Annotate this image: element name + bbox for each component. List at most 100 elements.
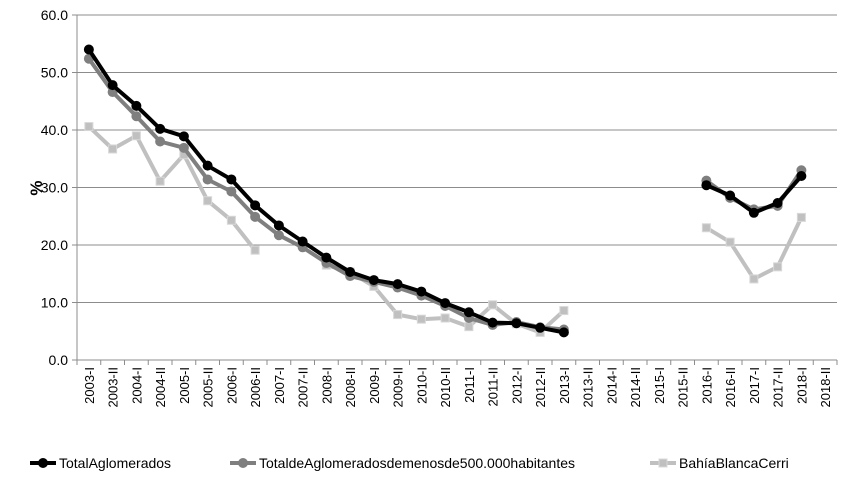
x-tick-label: 2012-II [533, 367, 548, 407]
data-point [251, 201, 260, 210]
data-point [274, 221, 283, 230]
y-tick-label: 50.0 [41, 65, 68, 81]
data-point [227, 187, 236, 196]
x-tick-label: 2010-I [414, 367, 429, 404]
data-point [204, 197, 212, 205]
data-point [108, 81, 117, 90]
y-axis-label: % [27, 180, 46, 195]
x-tick-label: 2003-I [82, 367, 97, 404]
data-point [156, 124, 165, 133]
data-point [346, 268, 355, 277]
x-tick-label: 2013-II [581, 367, 596, 407]
x-tick-label: 2005-II [201, 367, 216, 407]
data-point [536, 323, 545, 332]
legend-label: Total de Aglomerados de menos de 500.000… [259, 455, 575, 471]
data-point [417, 287, 426, 296]
x-tick-label: 2017-II [771, 367, 786, 407]
data-point [132, 101, 141, 110]
x-tick-label: 2004-II [153, 367, 168, 407]
data-point [227, 175, 236, 184]
data-point [132, 112, 141, 121]
data-point [797, 172, 806, 181]
x-tick-label: 2010-II [438, 367, 453, 407]
x-tick-label: 2017-I [747, 367, 762, 404]
data-point [393, 280, 402, 289]
data-point [489, 301, 497, 309]
x-tick-label: 2011-I [462, 367, 477, 403]
x-tick-label: 2018-II [818, 367, 833, 407]
y-tick-label: 60.0 [41, 7, 68, 23]
data-point [203, 175, 212, 184]
x-tick-label: 2003-II [106, 367, 121, 407]
data-point [726, 191, 735, 200]
data-point [156, 137, 165, 146]
x-tick-label: 2015-I [652, 367, 667, 404]
data-point [797, 213, 805, 221]
data-point [465, 323, 473, 331]
y-tick-label: 20.0 [41, 237, 68, 253]
data-point [560, 307, 568, 315]
x-tick-label: 2009-I [367, 367, 382, 404]
y-tick-label: 0.0 [49, 352, 69, 368]
data-point [464, 308, 473, 317]
data-point [251, 246, 259, 254]
data-point [179, 132, 188, 141]
x-tick-label: 2014-I [604, 367, 619, 404]
data-point [369, 276, 378, 285]
x-tick-label: 2005-I [177, 367, 192, 404]
data-point [84, 45, 93, 54]
data-point [109, 145, 117, 153]
x-tick-label: 2007-I [272, 367, 287, 404]
data-point [322, 253, 331, 262]
data-point [726, 238, 734, 246]
series-line [89, 50, 564, 333]
x-tick-label: 2012-I [509, 367, 524, 404]
x-tick-label: 2016-II [723, 367, 738, 407]
data-point [559, 328, 568, 337]
legend-marker [238, 458, 248, 468]
data-point [203, 161, 212, 170]
series-line [89, 59, 564, 330]
data-point [441, 299, 450, 308]
data-point [251, 212, 260, 221]
x-tick-label: 2006-I [224, 367, 239, 404]
data-point [488, 318, 497, 327]
x-tick-label: 2004-I [129, 367, 144, 404]
data-point [441, 314, 449, 322]
legend-marker [38, 458, 48, 468]
x-tick-label: 2008-II [343, 367, 358, 407]
legend-label: Bahía Blanca Cerri [679, 455, 789, 471]
data-point [749, 208, 758, 217]
legend-label: Total Aglomerados [59, 455, 171, 471]
x-tick-label: 2015-II [676, 367, 691, 407]
data-point [298, 237, 307, 246]
x-tick-label: 2014-II [628, 367, 643, 407]
data-point [417, 315, 425, 323]
data-point [132, 132, 140, 140]
x-tick-label: 2008-I [319, 367, 334, 404]
x-tick-label: 2016-I [699, 367, 714, 404]
data-point [156, 177, 164, 185]
data-point [227, 216, 235, 224]
x-tick-label: 2011-II [486, 367, 501, 407]
data-point [750, 275, 758, 283]
legend-marker [659, 459, 667, 467]
series-line [706, 217, 801, 279]
data-point [179, 143, 188, 152]
data-point [394, 311, 402, 319]
data-point [702, 181, 711, 190]
data-point [85, 123, 93, 131]
x-tick-label: 2007-II [296, 367, 311, 407]
data-point [774, 263, 782, 271]
x-tick-label: 2009-II [391, 367, 406, 407]
data-point [274, 231, 283, 240]
x-tick-label: 2018-I [794, 367, 809, 404]
data-point [512, 319, 521, 328]
data-point [773, 199, 782, 208]
data-point [702, 224, 710, 232]
y-tick-label: 40.0 [41, 122, 68, 138]
y-tick-label: 10.0 [41, 295, 68, 311]
x-tick-label: 2006-II [248, 367, 263, 407]
